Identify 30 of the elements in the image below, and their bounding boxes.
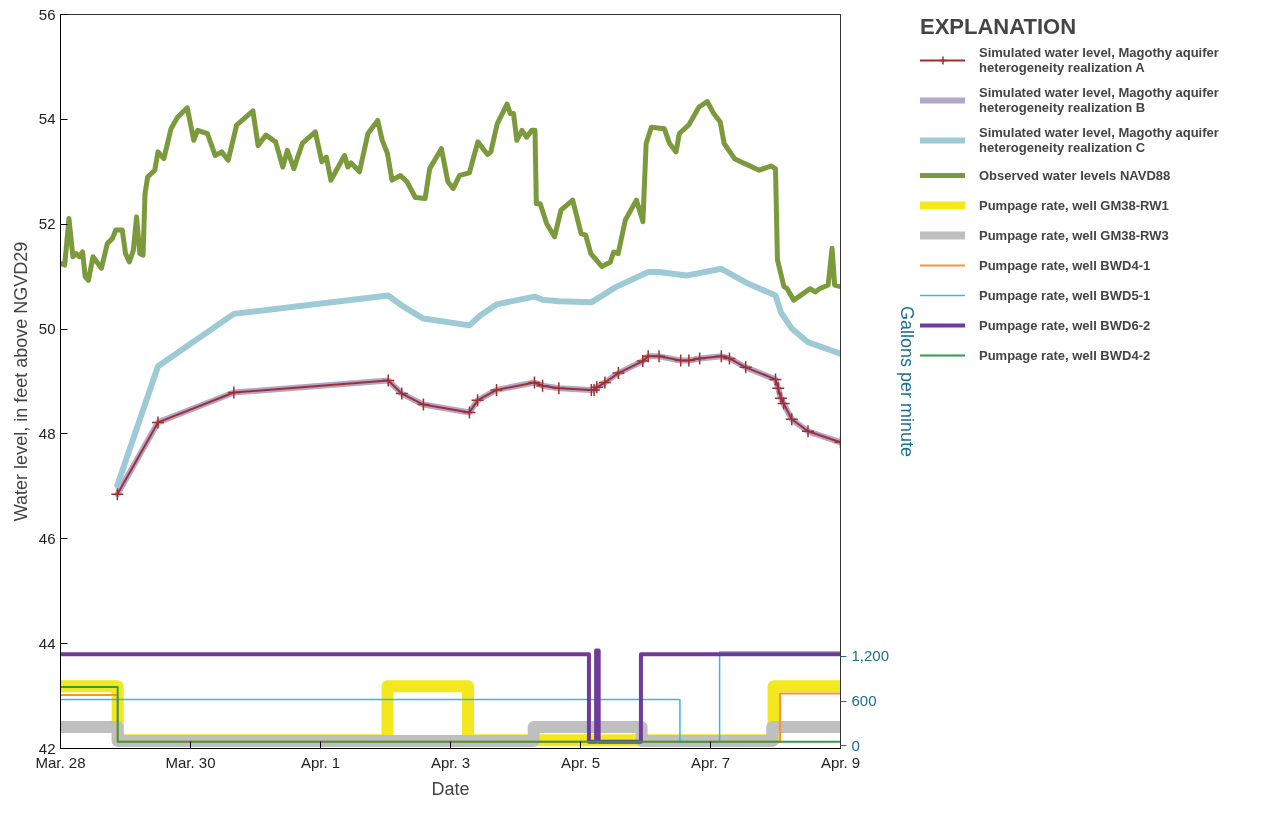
y-tick-label: 48	[38, 424, 56, 442]
x-tick-label: Mar. 30	[165, 753, 216, 771]
y2-tick-label: 600	[851, 692, 877, 709]
legend-label: Pumpage rate, well GM38-RW1	[979, 197, 1169, 213]
legend-label: Observed water levels NAVD88	[979, 167, 1171, 183]
y-tick-label: 46	[38, 529, 56, 547]
legend-label: Simulated water level, Magothy aquifer heterogeneity realization C	[979, 125, 1219, 155]
x-tick-label: Apr. 1	[300, 753, 341, 771]
y2-tick-label: 1,200	[851, 647, 890, 665]
y-tick-label: 56	[38, 5, 56, 23]
y-tick-label: 52	[38, 215, 56, 233]
y2-axis-title: Gallons per minute	[897, 305, 918, 458]
x-tick-label: Apr. 7	[690, 753, 731, 771]
legend-label: Pumpage rate, well BWD6-2	[979, 317, 1151, 333]
x-tick-label: Apr. 9	[820, 753, 861, 771]
y-tick-label: 44	[38, 634, 56, 652]
legend-label: Simulated water level, Magothy aquifer heterogeneity realization B	[979, 85, 1219, 115]
x-tick-label: Apr. 5	[560, 753, 601, 771]
legend-title: EXPLANATION	[920, 14, 1078, 40]
legend-label: Pumpage rate, well GM38-RW3	[979, 227, 1169, 243]
legend-label: Simulated water level, Magothy aquifer heterogeneity realization A	[979, 45, 1219, 75]
y2-tick-label: 0	[851, 736, 860, 754]
x-tick-label: Apr. 3	[430, 753, 471, 771]
legend-label: Pumpage rate, well BWD5-1	[979, 287, 1151, 303]
y-axis-title: Water level, in feet above NGVD29	[10, 241, 31, 522]
legend-label: Pumpage rate, well BWD4-1	[979, 257, 1151, 273]
x-axis-title: Date	[431, 778, 470, 799]
legend-label: Pumpage rate, well BWD4-2	[979, 347, 1151, 363]
y-tick-label: 50	[38, 320, 56, 338]
y-tick-label: 54	[38, 110, 56, 128]
